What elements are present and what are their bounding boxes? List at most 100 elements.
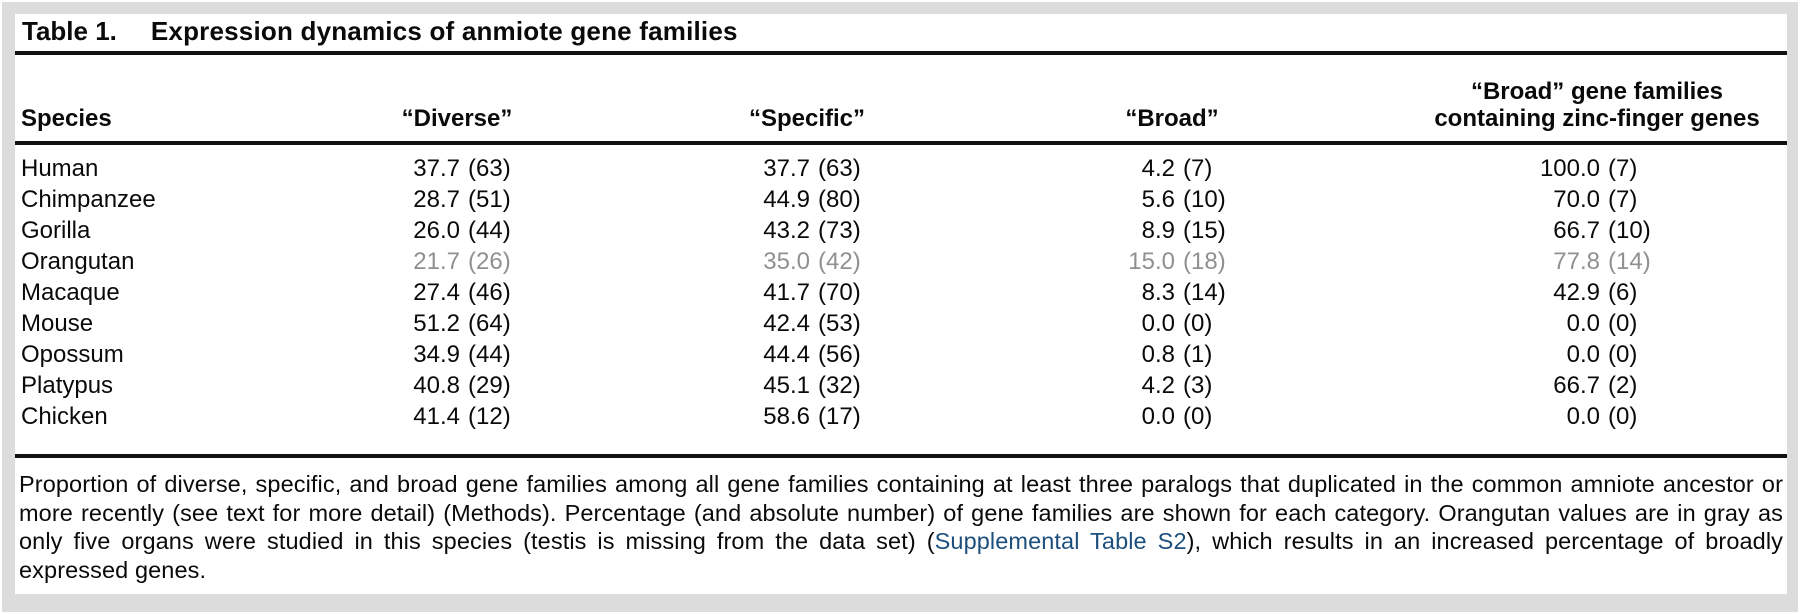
- percent-value: 8.9: [1141, 216, 1175, 244]
- percent-value: 15.0: [1128, 247, 1175, 275]
- count-value: (51): [468, 185, 511, 213]
- count-value: (0): [1183, 309, 1213, 337]
- count-value: (2): [1608, 371, 1638, 399]
- species-cell: Chicken: [21, 402, 108, 430]
- percent-value: 77.8: [1553, 247, 1600, 275]
- percent-value: 44.9: [763, 185, 810, 213]
- count-value: (80): [818, 185, 861, 213]
- table-row: Macaque 27.4 (46) 41.7 (70) 8.3 (14) 42.9 (6): [15, 277, 1787, 308]
- zinc-value-cell: 66.7 (10): [1407, 217, 1787, 245]
- count-value: (63): [468, 154, 511, 182]
- percent-value: 42.9: [1553, 278, 1600, 306]
- count-value: (14): [1608, 247, 1651, 275]
- column-header-broad: “Broad”: [1125, 105, 1219, 132]
- count-value: (53): [818, 309, 861, 337]
- count-value: (63): [818, 154, 861, 182]
- specific-value-cell: 42.4 (53): [677, 310, 937, 338]
- percent-value: 0.0: [1141, 402, 1175, 430]
- table-panel: Table 1. Expression dynamics of anmiote g…: [15, 14, 1787, 594]
- rule-under-title: [15, 51, 1787, 55]
- footnote-text-after: ), which results in an increased percent…: [19, 528, 1783, 583]
- count-value: (56): [818, 340, 861, 368]
- count-value: (7): [1608, 154, 1638, 182]
- percent-value: 66.7: [1553, 216, 1600, 244]
- species-cell: Opossum: [21, 340, 124, 368]
- count-value: (17): [818, 402, 861, 430]
- broad-value-cell: 5.6 (10): [937, 186, 1407, 214]
- count-value: (10): [1608, 216, 1651, 244]
- species-cell: Gorilla: [21, 216, 91, 244]
- diverse-value-cell: 51.2 (64): [237, 310, 677, 338]
- table-row: Opossum 34.9 (44) 44.4 (56) 0.8 (1) 0.0 (0): [15, 339, 1787, 370]
- table-row: Chicken 41.4 (12) 58.6 (17) 0.0 (0) 0.0 (0): [15, 401, 1787, 432]
- broad-value-cell: 8.9 (15): [937, 217, 1407, 245]
- column-header-diverse: “Diverse”: [401, 105, 513, 132]
- percent-value: 0.0: [1566, 402, 1600, 430]
- diverse-value-cell: 37.7 (63): [237, 155, 677, 183]
- count-value: (42): [818, 247, 861, 275]
- percent-value: 66.7: [1553, 371, 1600, 399]
- table-caption: Expression dynamics of anmiote gene fami…: [150, 16, 738, 46]
- diverse-value-cell: 26.0 (44): [237, 217, 677, 245]
- rule-under-header: [15, 141, 1787, 145]
- column-header-specific: “Specific”: [748, 105, 866, 132]
- count-value: (0): [1183, 402, 1213, 430]
- table-header-row: Species “Diverse” “Specific” “Broad” “Br…: [15, 55, 1787, 141]
- column-header-zinc-line2: containing zinc-finger genes: [1434, 105, 1760, 132]
- table-row: Platypus 40.8 (29) 45.1 (32) 4.2 (3) 66.7 (2): [15, 370, 1787, 401]
- count-value: (32): [818, 371, 861, 399]
- table-row: Orangutan 21.7 (26) 35.0 (42) 15.0 (18) 77.8 (14…: [15, 246, 1787, 277]
- rule-above-footnote: [15, 454, 1787, 458]
- broad-value-cell: 0.0 (0): [937, 310, 1407, 338]
- specific-value-cell: 43.2 (73): [677, 217, 937, 245]
- percent-value: 34.9: [413, 340, 460, 368]
- count-value: (6): [1608, 278, 1638, 306]
- percent-value: 4.2: [1141, 371, 1175, 399]
- percent-value: 0.8: [1141, 340, 1175, 368]
- percent-value: 41.7: [763, 278, 810, 306]
- supplemental-table-link[interactable]: Supplemental Table S2: [934, 528, 1187, 554]
- broad-value-cell: 4.2 (7): [937, 155, 1407, 183]
- specific-value-cell: 44.4 (56): [677, 341, 937, 369]
- percent-value: 43.2: [763, 216, 810, 244]
- species-cell: Orangutan: [21, 247, 135, 275]
- percent-value: 45.1: [763, 371, 810, 399]
- count-value: (1): [1183, 340, 1213, 368]
- column-header-zinc-line1: “Broad” gene families: [1470, 78, 1724, 105]
- species-cell: Chimpanzee: [21, 185, 156, 213]
- percent-value: 37.7: [763, 154, 810, 182]
- table-row: Chimpanzee 28.7 (51) 44.9 (80) 5.6 (10) 70.0 (7): [15, 184, 1787, 215]
- count-value: (3): [1183, 371, 1213, 399]
- column-header-species: Species: [21, 105, 112, 132]
- percent-value: 58.6: [763, 402, 810, 430]
- percent-value: 100.0: [1539, 154, 1600, 182]
- percent-value: 42.4: [763, 309, 810, 337]
- count-value: (7): [1608, 185, 1638, 213]
- count-value: (70): [818, 278, 861, 306]
- percent-value: 41.4: [413, 402, 460, 430]
- count-value: (10): [1183, 185, 1226, 213]
- diverse-value-cell: 40.8 (29): [237, 372, 677, 400]
- zinc-value-cell: 0.0 (0): [1407, 341, 1787, 369]
- percent-value: 27.4: [413, 278, 460, 306]
- zinc-value-cell: 0.0 (0): [1407, 310, 1787, 338]
- count-value: (0): [1608, 340, 1638, 368]
- count-value: (44): [468, 340, 511, 368]
- count-value: (73): [818, 216, 861, 244]
- percent-value: 21.7: [413, 247, 460, 275]
- percent-value: 28.7: [413, 185, 460, 213]
- percent-value: 4.2: [1141, 154, 1175, 182]
- specific-value-cell: 35.0 (42): [677, 248, 937, 276]
- diverse-value-cell: 21.7 (26): [237, 248, 677, 276]
- percent-value: 0.0: [1566, 340, 1600, 368]
- zinc-value-cell: 77.8 (14): [1407, 248, 1787, 276]
- count-value: (18): [1183, 247, 1226, 275]
- percent-value: 0.0: [1141, 309, 1175, 337]
- specific-value-cell: 44.9 (80): [677, 186, 937, 214]
- count-value: (7): [1183, 154, 1213, 182]
- table-body: Human 37.7 (63) 37.7 (63) 4.2 (7) 100.0 (7) Chimp…: [15, 145, 1787, 454]
- table-number-label: Table 1.: [22, 16, 117, 46]
- percent-value: 5.6: [1141, 185, 1175, 213]
- count-value: (64): [468, 309, 511, 337]
- count-value: (12): [468, 402, 511, 430]
